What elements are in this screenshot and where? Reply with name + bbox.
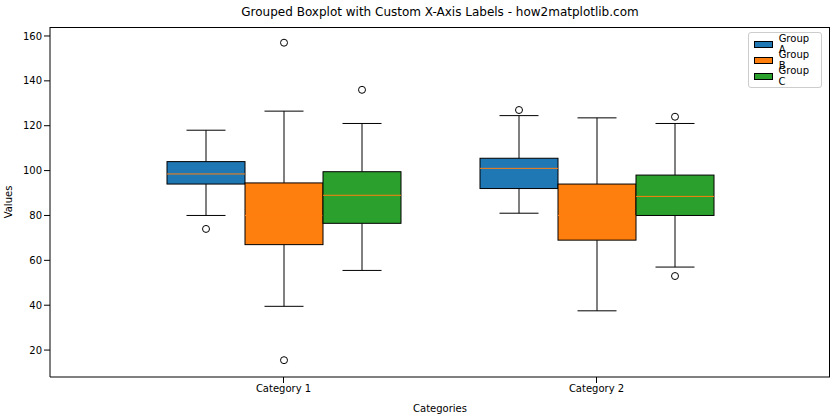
html-text:Group A: Group A (778, 33, 810, 55)
html-text:Grouped Boxplot with Custom X-: Grouped Boxplot with Custom X-Axis Label… (241, 5, 639, 19)
svg-text:60: 60 (29, 255, 42, 266)
svg-text:Categories: Categories (413, 403, 467, 414)
svg-text:120: 120 (23, 120, 42, 131)
svg-text:100: 100 (23, 165, 42, 176)
svg-text:140: 140 (23, 75, 42, 86)
svg-text:Category 1: Category 1 (256, 383, 311, 394)
svg-text:20: 20 (29, 345, 42, 356)
html-text:Group B: Group B (778, 49, 810, 71)
svg-text:40: 40 (29, 300, 42, 311)
svg-text:80: 80 (29, 210, 42, 221)
svg-text:Category 2: Category 2 (569, 383, 624, 394)
html-text:Group C: Group C (778, 65, 809, 87)
svg-text:Values: Values (8, 186, 14, 219)
svg-text:160: 160 (23, 31, 42, 42)
